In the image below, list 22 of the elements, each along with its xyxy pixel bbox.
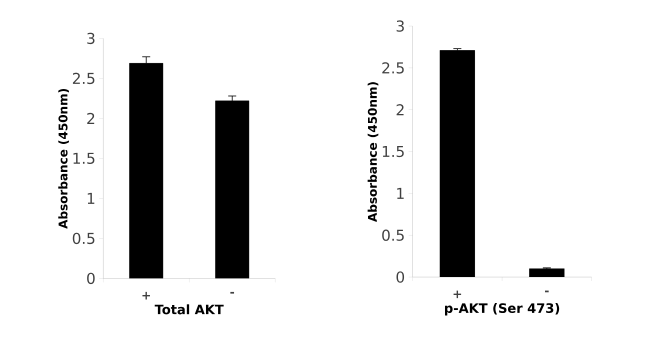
x-tick-label: + [142, 292, 150, 300]
y-tick-label: 1.5 [382, 146, 404, 158]
x-axis-title: p-AKT (Ser 473) [445, 302, 560, 316]
x-axis-title: Total AKT [154, 304, 224, 314]
y-tick-label: 1.5 [73, 152, 94, 164]
x-tick-label: - [230, 292, 234, 294]
y-tick-label: 0.5 [382, 230, 404, 241]
y-tick-label: 1 [397, 188, 404, 199]
y-tick-label: 3 [396, 20, 404, 32]
y-tick-label: 2 [396, 104, 404, 116]
y-tick-label: 0.5 [72, 232, 94, 244]
y-tick-label: 0 [87, 272, 95, 284]
x-tick-label: - [544, 290, 549, 292]
y-tick-label: 1 [88, 192, 94, 204]
y-tick-label: 2.5 [72, 72, 94, 84]
x-tick-label: + [454, 290, 462, 298]
y-tick-label: 3 [87, 32, 94, 44]
y-axis-title: Absorbance (450nm) [58, 88, 69, 229]
y-axis-title: Absorbance (450nm) [368, 82, 378, 222]
y-tick-label: 2 [87, 112, 94, 124]
y-tick-label: 0 [396, 271, 404, 283]
y-tick-label: 2.5 [382, 62, 404, 74]
